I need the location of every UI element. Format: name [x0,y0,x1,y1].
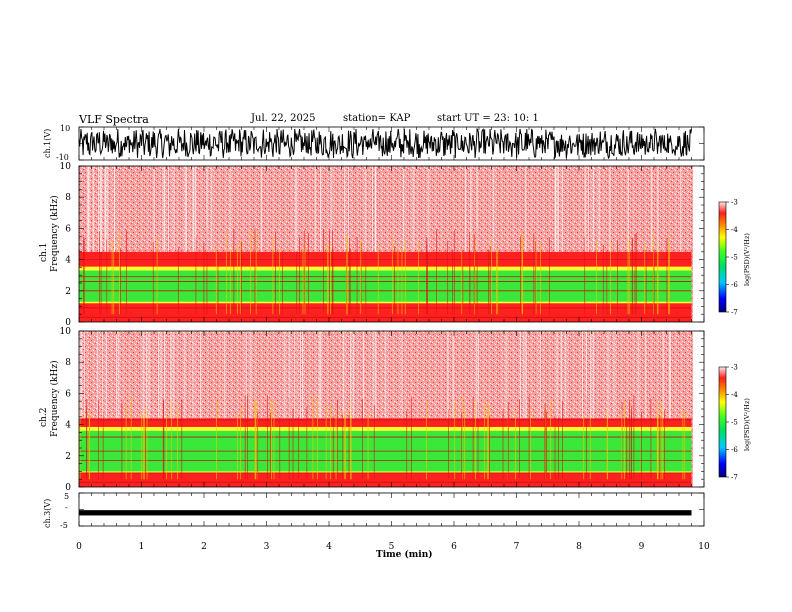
colorbar-tick-label: -3 [731,199,738,207]
ch1-spec-ylabel: Frequency (kHz) [49,195,60,272]
ch1-spectrogram-panel: ch.1 Frequency (kHz) 0 2 4 6 8 10 [39,162,705,328]
colorbar-tick-label: -5 [731,254,738,262]
colorbar-ch1: -3 -4 -5 -6 -7 log(PSD)(V²/Hz) [718,199,751,317]
colorbar-ch2: -3 -4 -5 -6 -7 log(PSD)(V²/Hz) [718,364,751,482]
ch2-spec-channel-label: ch.2 [39,408,49,427]
colorbar-ch1-label: log(PSD)(V²/Hz) [743,233,751,286]
colorbar-tick-label: -7 [731,309,738,317]
plot-title: VLF Spectra [79,113,149,126]
x-tick-label: 0 [76,542,82,552]
x-tick-label: 8 [576,542,582,552]
ch1-wave-ylabel: ch.1(V) [43,129,52,158]
y-tick-label: 0 [65,318,71,328]
colorbar-tick-label: -4 [731,226,738,234]
ch3-wave-ytick-mid: - [65,503,68,512]
ch1-waveform-trace [78,127,692,160]
colorbar-tick-label: -4 [731,391,738,399]
colorbar-tick-label: -3 [731,364,738,372]
colorbar-ch1-scale [718,201,727,313]
x-tick-label: 2 [201,542,207,552]
colorbar-tick-label: -5 [731,419,738,427]
y-tick-label: 0 [65,483,71,493]
colorbar-tick-label: -7 [731,474,738,482]
station-label: station= KAP [343,113,411,124]
ch2-spec-ylabel: Frequency (kHz) [49,360,60,437]
start-time-label: start UT = 23: 10: 1 [437,113,539,124]
colorbar-tick-label: -6 [731,281,738,289]
ch1-spec-channel-label: ch.1 [39,243,49,262]
x-tick-label: 9 [639,542,645,552]
x-tick-label: 6 [451,542,457,552]
y-tick-label: 6 [65,224,71,234]
ch3-waveform-panel: 5 - -5 ch.3(V) [43,492,705,530]
y-tick-label: 6 [65,389,71,399]
y-tick-label: 2 [65,287,71,297]
x-tick-label: 3 [264,542,270,552]
y-tick-label: 10 [60,162,72,172]
y-tick-label: 4 [65,256,71,266]
x-axis: 0 1 2 3 4 5 6 7 8 9 10 [76,542,710,552]
colorbar-ch2-label: log(PSD)(V²/Hz) [743,398,751,451]
x-tick-label: 1 [139,542,145,552]
ch1-wave-ytick-top: 10 [60,124,70,133]
x-tick-label: 4 [326,542,332,552]
ch3-wave-ylabel: ch.3(V) [43,499,52,528]
spectrogram-band-mid [79,270,692,302]
x-tick-label: 10 [698,542,710,552]
ch1-waveform-panel: 10 -10 ch.1(V) [43,124,705,162]
y-tick-label: 10 [60,327,72,337]
x-axis-label: Time (min) [376,549,433,560]
y-tick-label: 8 [65,358,71,368]
ch3-wave-ytick-top: 5 [64,492,69,501]
ch3-waveform-trace [79,510,692,516]
y-tick-label: 4 [65,421,71,431]
y-tick-label: 2 [65,452,71,462]
ch1-wave-ytick-bottom: -10 [56,153,69,162]
date-label: Jul. 22, 2025 [251,113,316,124]
colorbar-tick-label: -6 [731,446,738,454]
x-tick-label: 7 [514,542,520,552]
ch3-wave-ytick-bottom: -5 [60,521,68,530]
colorbar-ch2-scale [718,366,727,478]
x-tick-label: 5 [389,542,395,552]
y-tick-label: 8 [65,193,71,203]
ch2-spectrogram-panel: ch.2 Frequency (kHz) 0 2 4 6 8 10 [39,327,705,493]
